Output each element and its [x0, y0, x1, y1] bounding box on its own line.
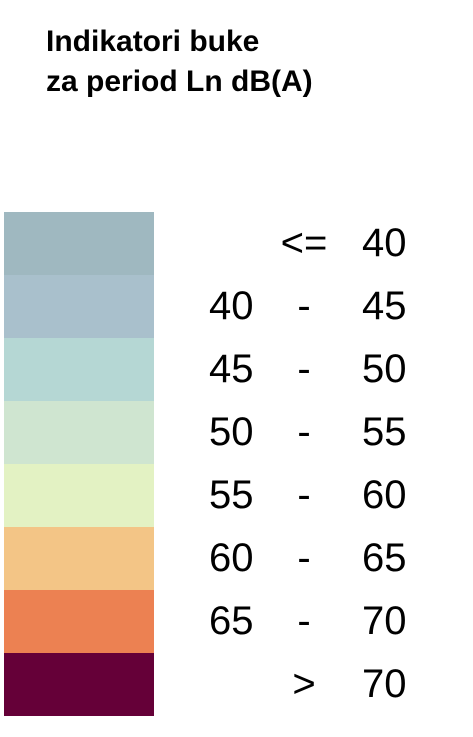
- legend-title-line-2: za period Ln dB(A): [46, 65, 313, 98]
- legend-row: 40 - 45: [4, 275, 434, 338]
- legend-title-line-1: Indikatori buke: [46, 25, 260, 58]
- legend-row: <= 40: [4, 212, 434, 275]
- legend-upper-bound: 70: [362, 599, 407, 643]
- legend-row: > 70: [4, 653, 434, 716]
- legend-swatch: [4, 464, 154, 527]
- legend-row: 45 - 50: [4, 338, 434, 401]
- legend-range-dash: -: [297, 347, 311, 391]
- legend-upper-bound: 60: [362, 473, 407, 517]
- legend-swatch: [4, 527, 154, 590]
- legend-upper-bound: 65: [362, 536, 407, 580]
- legend-swatch: [4, 401, 154, 464]
- legend-lower-bound: [209, 653, 269, 716]
- legend-swatch: [4, 275, 154, 338]
- legend-range-dash: -: [297, 284, 311, 328]
- legend-swatch: [4, 653, 154, 716]
- noise-level-legend: <= 40 40 - 45 45 - 50 50 - 55 55 - 60 60…: [4, 212, 434, 716]
- legend-range-dash: [294, 653, 314, 716]
- legend-range-dash: -: [297, 536, 311, 580]
- legend-title: Indikatori buke za period Ln dB(A): [46, 22, 313, 102]
- legend-range-dash: -: [297, 473, 311, 517]
- legend-lower-bound: 45: [209, 347, 254, 391]
- legend-range-dash: -: [297, 599, 311, 643]
- legend-row: 60 - 65: [4, 527, 434, 590]
- legend-operator: >: [292, 662, 316, 706]
- legend-row: 55 - 60: [4, 464, 434, 527]
- legend-range-dash: [294, 212, 314, 275]
- legend-swatch: [4, 590, 154, 653]
- legend-lower-bound: 40: [209, 284, 254, 328]
- legend-upper-bound: 50: [362, 347, 407, 391]
- legend-upper-bound: 45: [362, 284, 407, 328]
- legend-upper-bound: 40: [362, 221, 407, 265]
- legend-lower-bound: [209, 212, 269, 275]
- legend-lower-bound: 55: [209, 473, 254, 517]
- legend-row: 65 - 70: [4, 590, 434, 653]
- legend-lower-bound: 60: [209, 536, 254, 580]
- legend-swatch: [4, 212, 154, 275]
- legend-swatch: [4, 338, 154, 401]
- legend-lower-bound: 65: [209, 599, 254, 643]
- legend-upper-bound: 55: [362, 410, 407, 454]
- legend-row: 50 - 55: [4, 401, 434, 464]
- legend-upper-bound: 70: [362, 662, 407, 706]
- legend-operator: <=: [280, 221, 328, 265]
- legend-range-dash: -: [297, 410, 311, 454]
- legend-lower-bound: 50: [209, 410, 254, 454]
